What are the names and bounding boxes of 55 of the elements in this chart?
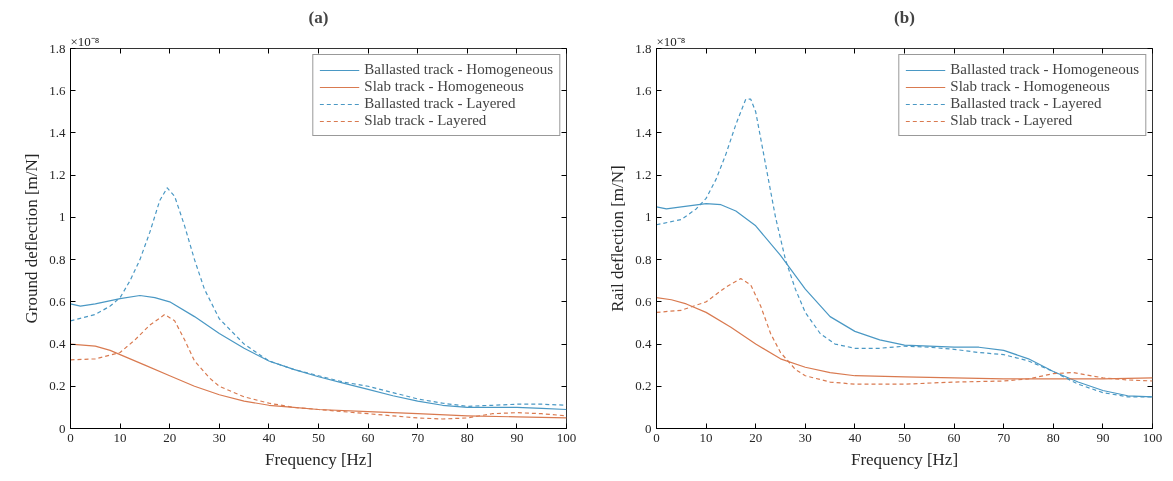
legend-label: Slab track - Homogeneous bbox=[950, 78, 1110, 95]
x-tick-label: 40 bbox=[262, 429, 276, 445]
y-tick-label: 1 bbox=[645, 209, 652, 225]
x-tick-label: 90 bbox=[1096, 429, 1110, 445]
legend-label: Ballasted track - Layered bbox=[950, 95, 1102, 112]
y-tick-label: 1.8 bbox=[635, 40, 652, 56]
y-tick-label: 1.6 bbox=[49, 82, 66, 98]
x-tick-label: 30 bbox=[212, 429, 226, 445]
x-tick-label: 70 bbox=[411, 429, 425, 445]
y-tick-label: 0.4 bbox=[49, 336, 66, 352]
x-tick-label: 50 bbox=[312, 429, 325, 445]
legend-label: Ballasted track - Homogeneous bbox=[364, 61, 553, 78]
y-tick-label: 0.6 bbox=[49, 293, 66, 309]
x-tick-label: 10 bbox=[699, 429, 713, 445]
x-axis-title: Frequency [Hz] bbox=[264, 449, 373, 469]
y-tick-label: 1.8 bbox=[49, 40, 66, 56]
x-tick-label: 60 bbox=[947, 429, 961, 445]
x-tick-label: 20 bbox=[749, 429, 763, 445]
legend-label: Ballasted track - Homogeneous bbox=[950, 61, 1139, 78]
y-tick-label: 1 bbox=[59, 209, 66, 225]
legend-label: Slab track - Layered bbox=[950, 112, 1073, 129]
legend-label: Ballasted track - Layered bbox=[364, 95, 516, 112]
y-tick-label: 0.4 bbox=[635, 336, 652, 352]
x-tick-label: 90 bbox=[510, 429, 524, 445]
y-tick-label: 0.2 bbox=[49, 378, 66, 394]
annotation: ×10⁻⁸ bbox=[656, 33, 686, 49]
y-tick-label: 1.2 bbox=[635, 167, 652, 183]
annotation: ×10⁻⁸ bbox=[70, 33, 100, 49]
x-tick-label: 80 bbox=[1046, 429, 1060, 445]
chart-title: (a) bbox=[308, 7, 329, 27]
y-tick-label: 1.4 bbox=[49, 124, 66, 140]
x-tick-label: 100 bbox=[1142, 429, 1163, 445]
y-tick-label: 0.8 bbox=[49, 251, 66, 267]
y-tick-label: 0.6 bbox=[635, 293, 652, 309]
y-tick-label: 0.2 bbox=[635, 378, 652, 394]
y-tick-label: 0.8 bbox=[635, 251, 652, 267]
legend-label: Slab track - Layered bbox=[364, 112, 487, 129]
x-tick-label: 50 bbox=[898, 429, 911, 445]
chart-title: (b) bbox=[894, 7, 915, 27]
y-axis-title: Rail deflection [m/N] bbox=[608, 165, 628, 312]
y-axis-title: Ground deflection [m/N] bbox=[22, 153, 42, 324]
x-tick-label: 60 bbox=[361, 429, 375, 445]
x-axis-title: Frequency [Hz] bbox=[850, 449, 959, 469]
x-tick-label: 70 bbox=[997, 429, 1011, 445]
y-tick-label: 1.4 bbox=[635, 124, 652, 140]
line-series bbox=[656, 278, 1153, 385]
x-tick-label: 40 bbox=[848, 429, 862, 445]
x-tick-label: 20 bbox=[163, 429, 177, 445]
y-tick-label: 1.2 bbox=[49, 167, 66, 183]
y-tick-label: 1.6 bbox=[635, 82, 652, 98]
x-tick-label: 100 bbox=[556, 429, 577, 445]
x-tick-label: 80 bbox=[460, 429, 474, 445]
x-tick-label: 30 bbox=[798, 429, 812, 445]
legend-label: Slab track - Homogeneous bbox=[364, 78, 524, 95]
x-tick-label: 10 bbox=[113, 429, 127, 445]
